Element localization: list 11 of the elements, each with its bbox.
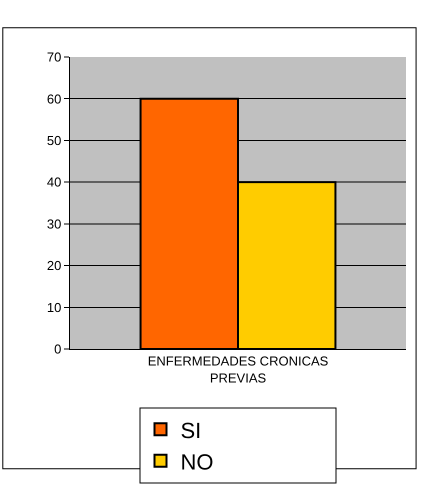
- legend-label: NO: [180, 449, 214, 474]
- legend-label: SI: [180, 418, 202, 443]
- y-tick-label: 40: [46, 174, 62, 190]
- y-tick-label: 60: [46, 91, 62, 106]
- y-tick-label: 50: [46, 132, 62, 148]
- y-tick-label: 10: [46, 300, 62, 315]
- y-tick-label: 30: [46, 216, 62, 232]
- y-tick-label: 0: [54, 342, 62, 357]
- y-tick-label: 70: [46, 50, 62, 65]
- y-tick-label: 20: [46, 258, 62, 274]
- x-tick-label: ENFERMEDADES CRONICAS PREVIAS: [148, 354, 329, 386]
